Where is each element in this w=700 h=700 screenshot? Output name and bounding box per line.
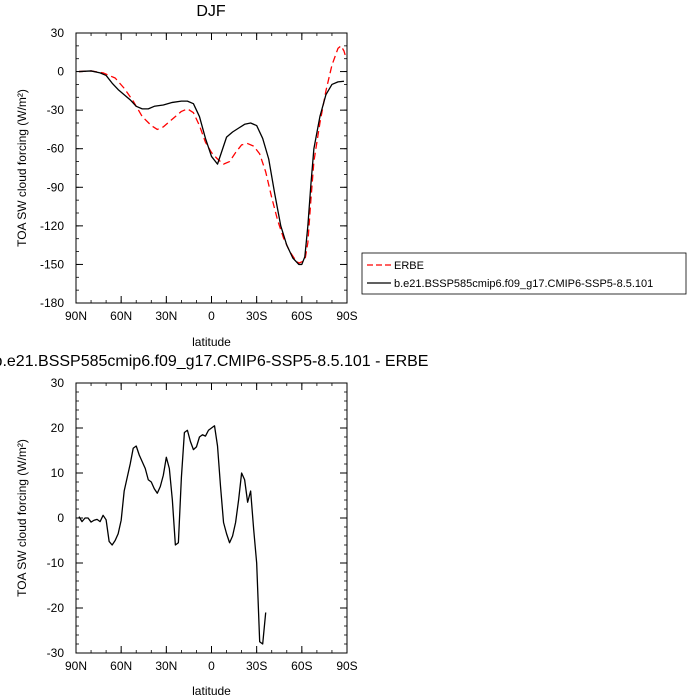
legend-box: [361, 252, 687, 295]
y-tick-label: 0: [57, 511, 64, 525]
x-tick-label: 30S: [246, 659, 267, 673]
x-tick-label: 90S: [336, 309, 357, 323]
chart-title: b.e21.BSSP585cmip6.f09_g17.CMIP6-SSP5-8.…: [0, 353, 428, 370]
x-axis-label: latitude: [192, 335, 231, 349]
legend-label: b.e21.BSSP585cmip6.f09_g17.CMIP6-SSP5-8.…: [394, 278, 653, 290]
y-tick-label: -30: [47, 646, 65, 660]
series-line-1: [78, 45, 347, 264]
legend-label: ERBE: [394, 260, 424, 272]
y-axis-label: TOA SW cloud forcing (W/m²): [15, 89, 29, 247]
chart-title: DJF: [196, 3, 226, 20]
y-tick-label: -10: [47, 556, 65, 570]
difference-line: [78, 425, 267, 645]
legend: ERBE b.e21.BSSP585cmip6.f09_g17.CMIP6-SSP…: [361, 252, 687, 295]
plot-frame: [75, 32, 348, 304]
x-tick-label: 0: [208, 659, 215, 673]
x-tick-label: 90S: [336, 659, 357, 673]
y-tick-label: -90: [47, 180, 65, 194]
x-tick-label: 90N: [65, 309, 87, 323]
y-tick-label: 0: [57, 65, 64, 79]
y-tick-label: 20: [51, 421, 65, 435]
x-tick-label: 60S: [291, 309, 312, 323]
y-tick-label: -120: [40, 219, 64, 233]
y-tick-label: 30: [51, 376, 65, 390]
x-tick-label: 0: [208, 309, 215, 323]
x-tick-label: 60S: [291, 659, 312, 673]
y-tick-label: -60: [47, 142, 65, 156]
x-tick-label: 90N: [65, 659, 87, 673]
plot-frame: [75, 382, 348, 654]
chart-panel-2: b.e21.BSSP585cmip6.f09_g17.CMIP6-SSP5-8.…: [0, 353, 428, 698]
y-axis-label: TOA SW cloud forcing (W/m²): [15, 439, 29, 597]
x-tick-label: 30N: [155, 659, 177, 673]
x-axis-label: latitude: [192, 684, 231, 698]
y-tick-label: -180: [40, 296, 64, 310]
chart-panel-1: DJF 90N 60N 30N 0 30S 60S 90S -180 -150 -120 -90 -60…: [15, 3, 687, 349]
y-tick-label: 30: [51, 26, 65, 40]
y-tick-label: -30: [47, 103, 65, 117]
y-tick-label: -20: [47, 601, 65, 615]
series-line-2: [78, 70, 345, 266]
x-tick-label: 30N: [155, 309, 177, 323]
x-tick-label: 60N: [110, 309, 132, 323]
x-tick-label: 60N: [110, 659, 132, 673]
y-tick-label: 10: [51, 466, 65, 480]
x-tick-label: 30S: [246, 309, 267, 323]
y-tick-label: -150: [40, 257, 64, 271]
